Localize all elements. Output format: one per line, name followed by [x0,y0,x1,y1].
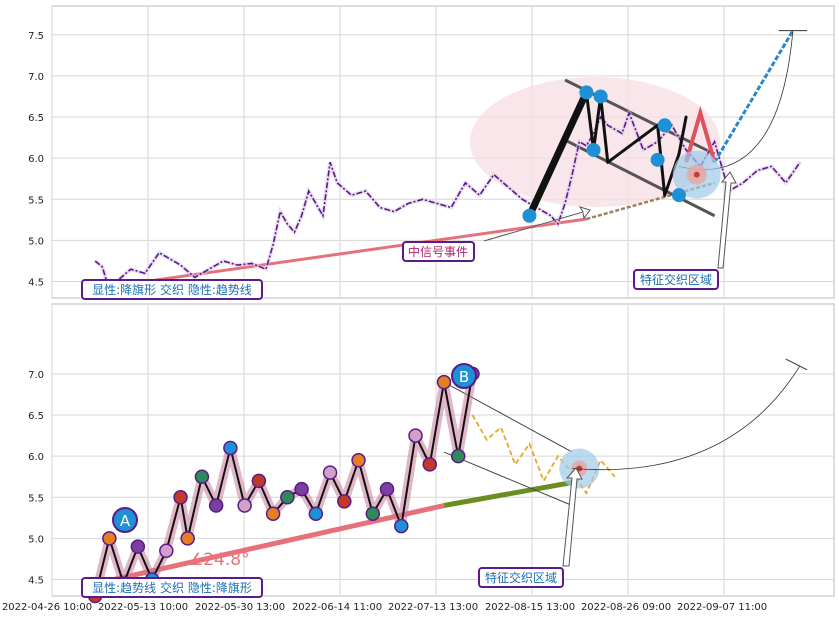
note-marker [436,374,452,390]
pattern-segment [677,115,688,156]
trend-line [98,217,587,290]
svg-text:显性:趋势线 交织 隐性:降旗形: 显性:趋势线 交织 隐性:降旗形 [92,580,252,595]
bottom-caption-label: 显性:趋势线 交织 隐性:降旗形 [81,577,263,598]
svg-text:∠24.8°: ∠24.8° [188,550,250,570]
point-a-label: A [112,507,138,533]
top-zone-label: 特征交织区域 [633,269,719,290]
svg-text:B: B [459,368,469,386]
x-tick-label: 2022-04-26 10:00 [2,602,92,613]
pattern-segment [525,88,590,220]
trend-line-extension-bottom [443,480,573,508]
note-marker [322,465,338,480]
orange-price-line [471,414,616,496]
note-marker [194,469,210,484]
pattern-segment [592,94,603,152]
pattern-marker [650,152,665,167]
x-tick-label: 2022-08-26 09:00 [581,602,671,613]
top-panel-marks [93,29,808,294]
y-tick-label-top: 5.0 [28,236,44,247]
svg-text:A: A [120,512,131,530]
bottom-panel-frame [51,303,835,597]
note-marker [379,481,395,497]
y-tick-label-top: 6.5 [28,113,44,124]
zone-arrow-top [717,171,737,269]
price-line [94,110,801,292]
pattern-segment [663,152,681,197]
pattern-segment [606,123,660,164]
angle-label: ∠24.8° [188,550,250,570]
x-tick-label: 2022-07-13 13:00 [388,602,478,613]
pattern-marker [522,208,537,223]
pattern-segment [584,90,596,152]
pattern-marker [657,118,672,133]
x-tick-label: 2022-09-07 11:00 [677,602,767,613]
y-tick-label-bottom: 4.5 [28,576,44,587]
note-marker [223,440,238,456]
pattern-marker [586,142,601,157]
y-tick-label-top: 4.5 [28,278,44,289]
pattern-marker [671,188,686,203]
zone-arrow-bottom [562,467,583,567]
note-marker [237,498,252,513]
note-marker [130,539,146,554]
pattern-segment [599,94,610,164]
svg-text:特征交织区域: 特征交织区域 [640,272,712,287]
y-tick-label-bottom: 6.5 [28,411,44,422]
note-marker [280,490,295,505]
y-tick-label-top: 5.5 [28,195,44,206]
svg-text:中信号事件: 中信号事件 [408,244,468,259]
note-marker [351,453,366,468]
signal-event-label: 中信号事件 [402,241,475,262]
top-zone-dot [693,171,700,178]
projection-line [713,29,795,164]
y-tick-label-top: 6.0 [28,154,44,165]
x-tick-label: 2022-06-14 11:00 [292,602,382,613]
note-marker [173,490,188,505]
note-marker [450,448,466,464]
note-marker [294,481,309,497]
y-tick-label-top: 7.5 [28,31,44,42]
y-tick-label-bottom: 5.5 [28,493,44,504]
bottom-zone-dot [576,465,583,472]
red-spike [684,105,717,163]
note-marker [337,494,352,509]
x-tick-label: 2022-05-30 13:00 [195,602,285,613]
pattern-line-bottom [94,373,474,597]
bottom-panel-marks [87,358,808,604]
note-marker [159,543,174,559]
svg-text:显性:降旗形 交织 隐性:趋势线: 显性:降旗形 交织 隐性:趋势线 [92,282,252,297]
flag-lower-line-bottom [443,451,573,506]
y-tick-label-bottom: 6.0 [28,452,44,463]
note-marker [422,457,438,472]
svg-text:特征交织区域: 特征交织区域 [485,570,557,585]
y-tick-label-bottom: 5.0 [28,534,44,545]
note-marker [180,531,195,546]
projection-cap-bottom [785,358,808,371]
y-tick-label-top: 7.0 [28,72,44,83]
note-marker [251,473,267,489]
point-b-label: B [451,363,477,389]
note-marker [265,506,281,521]
top-caption-label: 显性:降旗形 交织 隐性:趋势线 [81,279,263,300]
x-tick-label: 2022-05-13 10:00 [98,602,188,613]
note-marker [408,428,423,443]
note-marker [394,518,409,534]
axis-ticks: 4.5 5.0 5.5 6.0 6.5 7.0 7.5 4.5 5.0 5.5 6.0 6.5 7.0 2… [2,31,767,613]
x-tick-label: 2022-08-15 13:00 [485,602,575,613]
projection-curve-bottom [572,365,801,471]
event-arrow [483,206,591,242]
pattern-marker [579,85,594,100]
y-tick-label-bottom: 7.0 [28,370,44,381]
note-marker [102,531,117,546]
note-marker [365,506,381,521]
note-marker [208,498,224,513]
pattern-marker [593,89,608,104]
bottom-zone-label: 特征交织区域 [478,567,564,588]
note-marker [308,506,324,521]
